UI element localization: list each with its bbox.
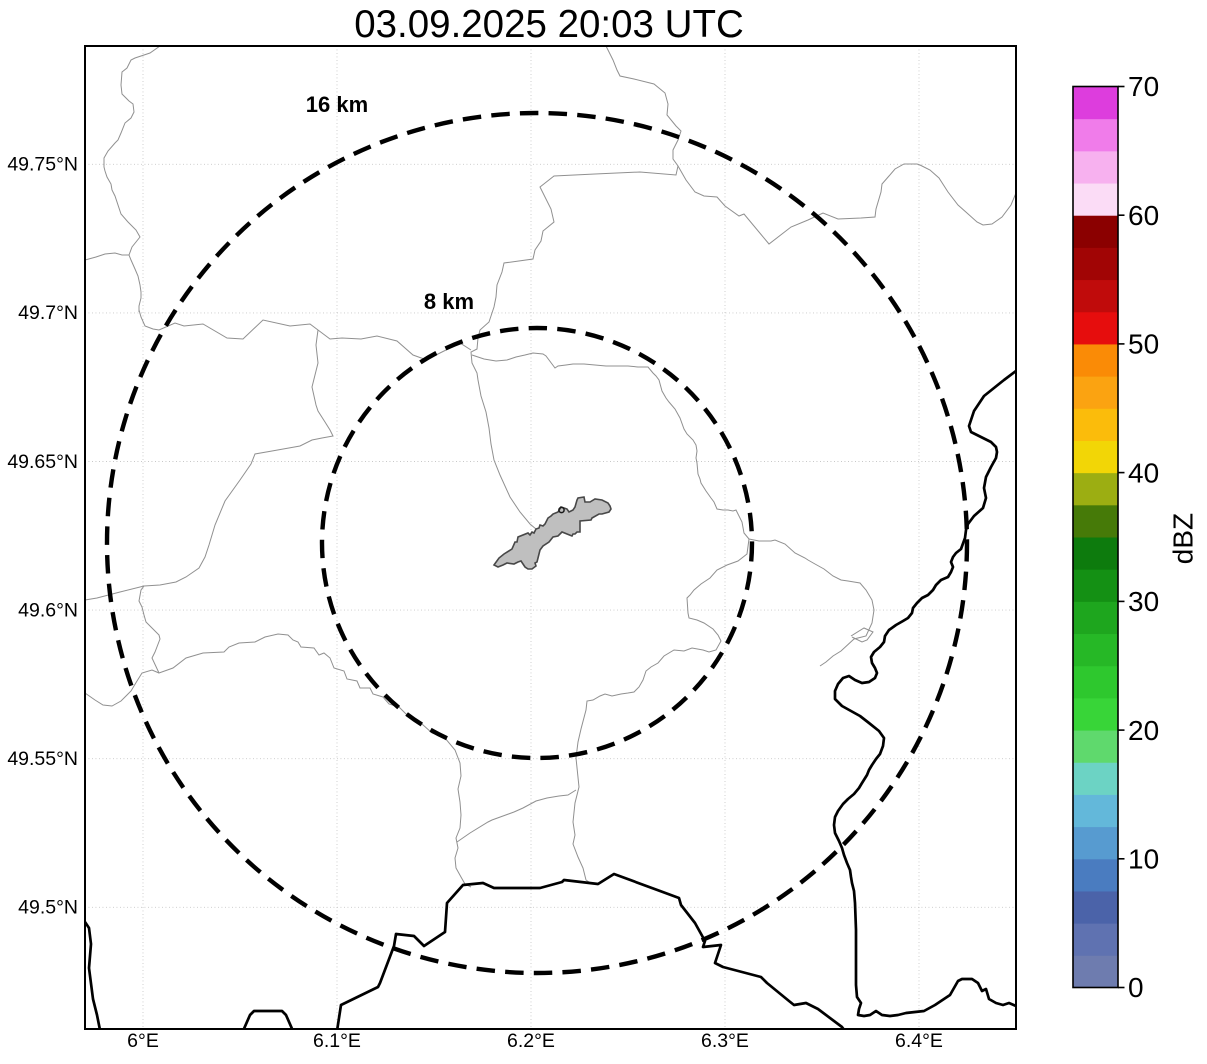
svg-text:50: 50 (1128, 329, 1159, 360)
svg-text:6°E: 6°E (127, 1030, 159, 1052)
svg-text:49.6°N: 49.6°N (18, 599, 78, 621)
svg-text:6.4°E: 6.4°E (895, 1030, 943, 1052)
svg-text:0: 0 (1128, 972, 1144, 1003)
svg-text:49.65°N: 49.65°N (7, 451, 78, 473)
svg-text:49.55°N: 49.55°N (7, 748, 78, 770)
svg-text:70: 70 (1128, 71, 1159, 102)
svg-text:8 km: 8 km (424, 289, 474, 314)
svg-text:16 km: 16 km (306, 92, 368, 117)
svg-text:60: 60 (1128, 200, 1159, 231)
svg-text:49.5°N: 49.5°N (18, 897, 78, 919)
svg-text:49.7°N: 49.7°N (18, 302, 78, 324)
svg-text:40: 40 (1128, 457, 1159, 488)
svg-text:49.75°N: 49.75°N (7, 154, 78, 176)
svg-text:30: 30 (1128, 586, 1159, 617)
svg-text:dBZ: dBZ (1168, 513, 1199, 564)
svg-text:6.3°E: 6.3°E (701, 1030, 749, 1052)
svg-text:10: 10 (1128, 844, 1159, 875)
svg-text:6.1°E: 6.1°E (313, 1030, 361, 1052)
svg-text:03.09.2025 20:03 UTC: 03.09.2025 20:03 UTC (354, 3, 744, 46)
svg-text:6.2°E: 6.2°E (507, 1030, 555, 1052)
svg-text:20: 20 (1128, 715, 1159, 746)
